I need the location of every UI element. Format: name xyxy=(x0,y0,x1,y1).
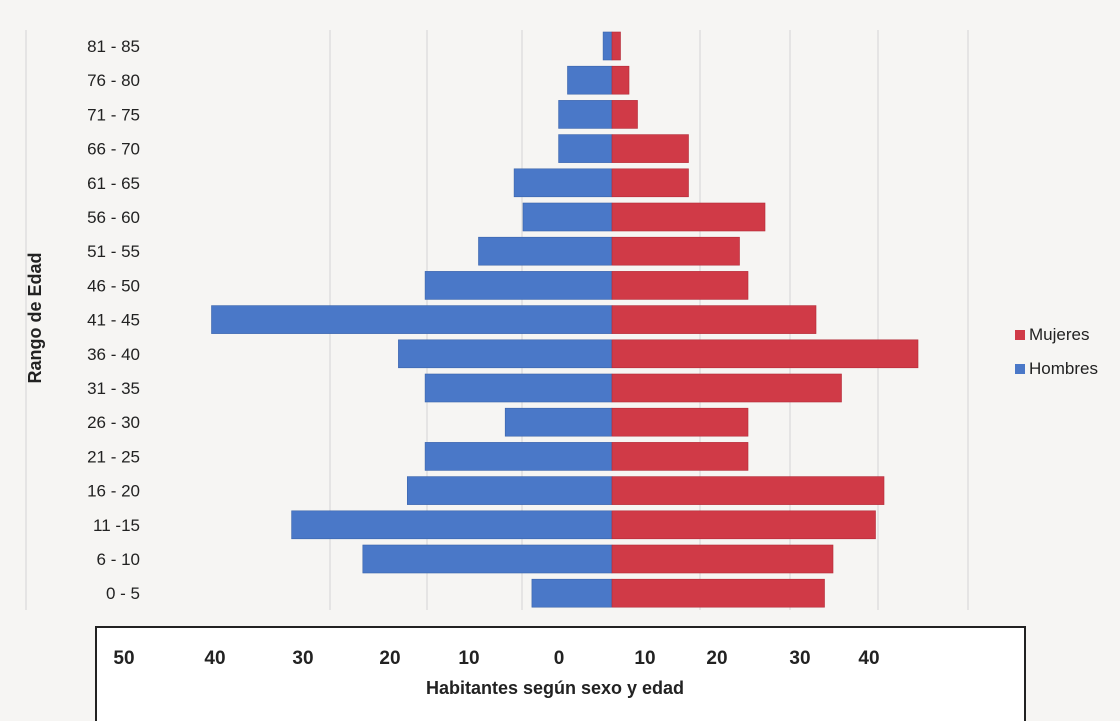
category-label: 56 - 60 xyxy=(87,208,140,227)
bar-mujeres xyxy=(611,510,876,540)
category-label: 26 - 30 xyxy=(87,413,140,432)
bar-hombres xyxy=(558,100,613,129)
bar-mujeres xyxy=(611,271,749,300)
x-tick-label: 0 xyxy=(554,648,565,669)
bar-hombres xyxy=(211,305,613,334)
x-axis-ticks: 50 40 30 20 10 0 10 20 30 40 xyxy=(113,648,879,669)
x-tick-label: 50 xyxy=(113,648,134,669)
legend: Mujeres Hombres xyxy=(1015,324,1098,392)
category-label: 36 - 40 xyxy=(87,345,140,364)
bar-mujeres xyxy=(611,305,817,334)
y-axis-title: Rango de Edad xyxy=(25,252,45,383)
category-label: 66 - 70 xyxy=(87,140,140,159)
x-tick-label: 20 xyxy=(706,648,727,669)
legend-swatch-mujeres xyxy=(1015,330,1025,340)
x-tick-label: 30 xyxy=(292,648,313,669)
category-label: 31 - 35 xyxy=(87,379,140,398)
bar-hombres xyxy=(567,65,613,95)
category-labels: 0 - 5 6 - 10 11 -15 16 - 20 21 - 25 26 - 30 31… xyxy=(87,37,140,603)
category-label: 16 - 20 xyxy=(87,482,140,501)
category-label: 71 - 75 xyxy=(87,105,140,124)
x-tick-label: 40 xyxy=(204,648,225,669)
category-label: 41 - 45 xyxy=(87,311,140,330)
bar-mujeres xyxy=(611,373,842,403)
category-label: 81 - 85 xyxy=(87,37,140,56)
bar-mujeres xyxy=(611,407,749,437)
category-label: 61 - 65 xyxy=(87,174,140,193)
category-label: 51 - 55 xyxy=(87,242,140,261)
bar-hombres xyxy=(531,578,613,608)
x-tick-label: 20 xyxy=(379,648,400,669)
bar-mujeres xyxy=(611,65,630,95)
category-label: 76 - 80 xyxy=(87,71,140,90)
bar-hombres xyxy=(362,544,613,574)
bar-hombres xyxy=(398,339,613,369)
bar-hombres xyxy=(291,510,613,540)
bar-mujeres xyxy=(611,442,749,471)
bar-hombres xyxy=(602,31,613,61)
category-label: 11 -15 xyxy=(93,516,140,535)
bar-mujeres xyxy=(611,339,919,369)
bars xyxy=(211,31,919,608)
bar-hombres xyxy=(424,373,613,403)
x-axis-box xyxy=(95,626,1026,721)
bar-mujeres xyxy=(611,544,834,574)
bar-mujeres xyxy=(611,31,621,61)
x-tick-label: 40 xyxy=(858,648,879,669)
bar-mujeres xyxy=(611,236,740,266)
bar-hombres xyxy=(504,407,613,437)
legend-label-mujeres: Mujeres xyxy=(1029,325,1090,344)
bar-mujeres xyxy=(611,578,825,608)
legend-item-mujeres: Mujeres xyxy=(1015,324,1098,346)
legend-item-hombres: Hombres xyxy=(1015,358,1098,380)
category-label: 21 - 25 xyxy=(87,447,140,466)
x-tick-label: 10 xyxy=(634,648,655,669)
legend-swatch-hombres xyxy=(1015,364,1025,374)
x-tick-label: 30 xyxy=(789,648,810,669)
bar-hombres xyxy=(558,134,613,163)
bar-hombres xyxy=(406,476,613,505)
legend-label-hombres: Hombres xyxy=(1029,359,1098,378)
bar-mujeres xyxy=(611,134,689,163)
bar-hombres xyxy=(513,168,613,198)
category-label: 46 - 50 xyxy=(87,276,140,295)
category-label: 6 - 10 xyxy=(97,550,140,569)
bar-hombres xyxy=(478,236,613,266)
bar-hombres xyxy=(424,271,613,300)
bar-mujeres xyxy=(611,202,766,232)
bar-mujeres xyxy=(611,168,689,198)
x-axis-title: Habitantes según sexo y edad xyxy=(426,678,684,698)
category-label: 0 - 5 xyxy=(106,584,140,603)
bar-hombres xyxy=(522,202,613,232)
bar-mujeres xyxy=(611,100,638,129)
bar-hombres xyxy=(424,442,613,471)
x-tick-label: 10 xyxy=(458,648,479,669)
bar-mujeres xyxy=(611,476,885,505)
